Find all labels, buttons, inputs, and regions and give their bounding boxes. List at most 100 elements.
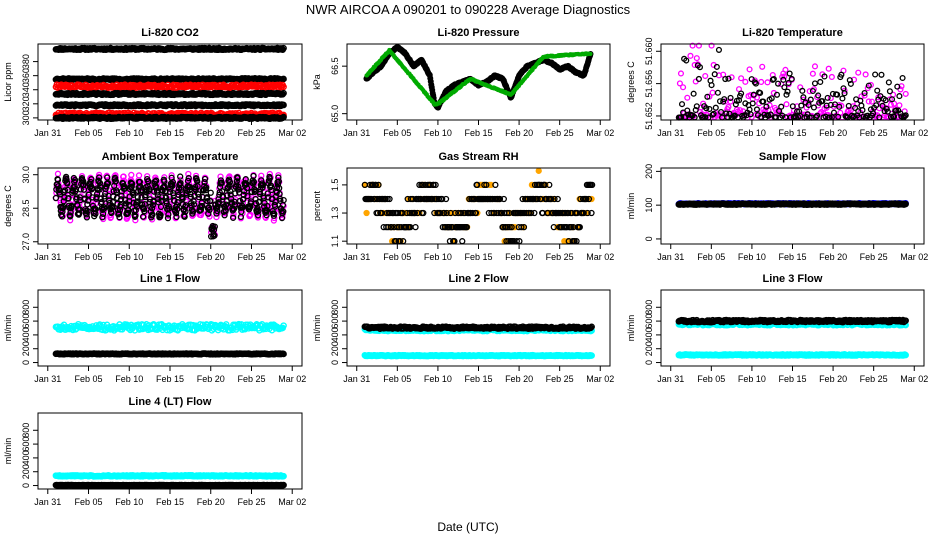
- x-tick-label: Mar 02: [278, 128, 306, 138]
- x-tick-label: Jan 31: [34, 252, 61, 262]
- data-points: [675, 42, 909, 121]
- y-tick-label: 51.652: [644, 102, 654, 130]
- data-point: [811, 63, 819, 70]
- y-tick-label: 360: [21, 68, 31, 83]
- y-tick-label: 28.5: [21, 199, 31, 217]
- data-point: [702, 72, 709, 80]
- data-points: [363, 44, 594, 111]
- data-point: [868, 98, 876, 105]
- data-point: [714, 89, 721, 96]
- x-axis: Jan 31 Feb 05 Feb 10 Feb 15 Feb 20 Feb 25 Mar …: [343, 120, 614, 138]
- y-axis: 1.11.31.5: [330, 179, 347, 247]
- y-tick-label: 27.0: [21, 233, 31, 251]
- data-point: [828, 73, 835, 81]
- data-point: [280, 101, 287, 109]
- data-point: [896, 102, 903, 109]
- x-tick-label: Mar 02: [278, 252, 306, 262]
- x-tick-label: Mar 02: [586, 128, 614, 138]
- data-point: [764, 79, 771, 86]
- x-tick-label: Feb 25: [860, 128, 888, 138]
- x-tick-label: Feb 10: [115, 128, 143, 138]
- data-points: [52, 170, 287, 240]
- panel-title: Gas Stream RH: [438, 151, 518, 163]
- y-tick-label: 30.0: [21, 166, 31, 184]
- x-tick-label: Jan 31: [343, 252, 370, 262]
- panel-grid: Li-820 CO2 Licor ppm Jan 31 Feb 05 Feb 10 Feb…: [3, 27, 928, 507]
- data-point: [885, 79, 892, 86]
- data-point: [588, 51, 593, 56]
- data-point: [781, 84, 788, 91]
- data-point: [680, 84, 687, 91]
- data-point: [899, 74, 906, 82]
- x-tick-label: Feb 05: [383, 252, 411, 262]
- y-tick-label: 340: [21, 82, 31, 97]
- data-point: [693, 55, 700, 62]
- series-level-318: [52, 101, 287, 110]
- x-axis: Jan 31 Feb 05 Feb 10 Feb 15 Feb 20 Feb 25 Mar …: [343, 244, 614, 262]
- series-level-345: [52, 81, 287, 92]
- panel-title: Sample Flow: [759, 151, 827, 163]
- x-tick-label: Feb 15: [156, 252, 184, 262]
- data-point: [684, 94, 691, 101]
- data-point: [177, 173, 184, 180]
- y-tick-label: 51.656: [644, 70, 654, 98]
- data-point: [412, 223, 419, 231]
- data-point: [759, 63, 766, 70]
- x-tick-label: Feb 10: [738, 128, 766, 138]
- x-tick-label: Feb 05: [697, 128, 725, 138]
- y-tick-label: 66.5: [330, 57, 340, 75]
- data-point: [690, 90, 697, 97]
- data-points: [675, 199, 909, 208]
- data-point: [896, 93, 903, 100]
- x-tick-label: Jan 31: [34, 128, 61, 138]
- y-axis-label: Licor ppm: [3, 62, 13, 102]
- y-tick-label: 1.3: [330, 207, 340, 220]
- data-point: [902, 90, 909, 97]
- x-tick-label: Feb 15: [156, 128, 184, 138]
- data-point: [809, 70, 816, 77]
- data-point: [811, 80, 819, 87]
- x-tick-label: Mar 02: [900, 128, 928, 138]
- data-point: [535, 167, 542, 174]
- x-tick-label: Feb 05: [75, 252, 103, 262]
- x-tick-label: Feb 10: [115, 252, 143, 262]
- data-point: [678, 101, 686, 108]
- y-axis: 65.0 66.5: [330, 57, 347, 122]
- data-point: [886, 88, 893, 95]
- x-tick-label: Feb 10: [424, 252, 452, 262]
- data-points: [361, 167, 596, 245]
- data-point: [280, 44, 287, 52]
- x-tick-label: Feb 25: [237, 252, 265, 262]
- plot-frame: [346, 167, 611, 245]
- y-tick-label: 65.0: [330, 105, 340, 123]
- series-level-398: [52, 44, 287, 54]
- x-axis: Jan 31 Feb 05 Feb 10 Feb 15 Feb 20 Feb 25 Mar …: [34, 120, 306, 138]
- series-pressure-hi: [364, 47, 593, 107]
- data-point: [677, 70, 685, 77]
- data-point: [825, 65, 832, 72]
- series-rh-orange: [361, 167, 595, 245]
- x-tick-label: Feb 10: [424, 128, 452, 138]
- y-tick-label: 300: [21, 110, 31, 125]
- x-tick-label: Jan 31: [657, 128, 684, 138]
- x-tick-label: Feb 20: [505, 252, 533, 262]
- panel-title: Li-820 Pressure: [438, 27, 520, 39]
- series-level-334: [52, 89, 287, 99]
- data-point: [709, 89, 716, 96]
- y-axis-label: percent: [312, 190, 322, 221]
- x-tick-label: Mar 02: [586, 252, 614, 262]
- data-point: [742, 78, 749, 85]
- x-tick-label: Feb 20: [197, 252, 225, 262]
- panel-title: Li-820 CO2: [141, 27, 198, 39]
- y-axis-label: ml/min: [626, 193, 636, 220]
- panel-gas-stream-rh: Gas Stream RH percent Jan 31 Feb 05 Feb 10 Fe…: [312, 151, 614, 262]
- data-point: [872, 71, 879, 78]
- data-point: [775, 80, 782, 87]
- x-axis: Jan 31 Feb 05 Feb 10 Feb 15 Feb 20 Feb 25 Mar …: [657, 120, 928, 138]
- x-tick-label: Feb 15: [464, 128, 492, 138]
